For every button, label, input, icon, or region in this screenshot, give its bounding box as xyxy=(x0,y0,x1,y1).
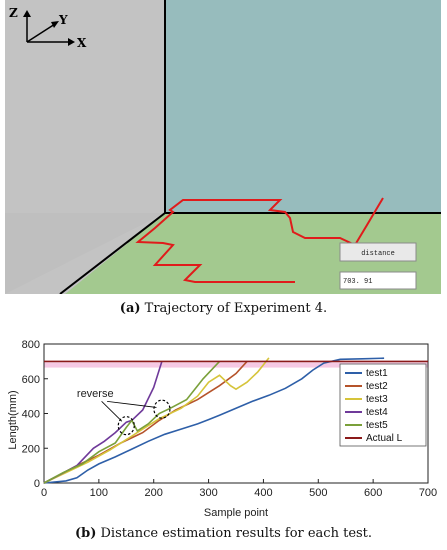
y-tick-label: 600 xyxy=(22,374,40,386)
y-tick-label: 400 xyxy=(22,409,40,421)
legend-entry: test3 xyxy=(366,394,388,405)
caption-b-label: (b) xyxy=(74,526,97,541)
reverse-marker xyxy=(117,416,135,436)
distance-value-field[interactable]: 703. 91 xyxy=(339,271,417,290)
caption-a-text: Trajectory of Experiment 4. xyxy=(144,301,328,316)
series-line-test3 xyxy=(43,357,270,484)
reference-band xyxy=(44,362,428,368)
legend-entry: test2 xyxy=(366,381,388,392)
caption-b: (b) Distance estimation results for each… xyxy=(0,526,447,541)
corner-edge-diagonal xyxy=(59,212,166,294)
series-line-test4 xyxy=(43,361,163,484)
annotation-arrow xyxy=(101,401,123,422)
trajectory-path xyxy=(135,197,384,283)
legend-entry: test1 xyxy=(366,368,388,379)
x-tick-label: 200 xyxy=(145,487,163,499)
legend-entry: test5 xyxy=(366,420,388,431)
series-line-test5 xyxy=(43,360,221,484)
axis-widget: Z Y X xyxy=(9,6,87,50)
x-tick-label: 600 xyxy=(364,487,382,499)
axis-x-label: X xyxy=(77,36,87,50)
y-tick-label: 800 xyxy=(22,339,40,351)
caption-b-text: Distance estimation results for each tes… xyxy=(100,526,373,541)
x-tick-label: 0 xyxy=(41,487,47,499)
distance-button[interactable]: distance xyxy=(339,242,417,262)
left-wall xyxy=(5,0,165,213)
annotation-arrow xyxy=(107,400,157,408)
axis-y-label: Y xyxy=(58,13,68,27)
caption-a-label: (a) xyxy=(119,301,141,316)
plot-area: 0 100 200 300 400 500 600 700 0 200 400 600 800 rever… xyxy=(22,339,438,499)
legend: test1 test2 test3 test4 test5 Actual L xyxy=(339,363,427,447)
x-tick-label: 300 xyxy=(199,487,217,499)
x-tick-label: 700 xyxy=(419,487,437,499)
x-axis-label: Sample point xyxy=(204,507,268,519)
y-tick-label: 200 xyxy=(22,443,40,455)
back-wall xyxy=(165,0,441,213)
legend-entry: Actual L xyxy=(366,433,403,444)
axis-z-label: Z xyxy=(9,6,18,20)
y-axis-label: Length(mm) xyxy=(7,390,19,449)
legend-box xyxy=(339,363,427,447)
distance-value-text: 703. 91 xyxy=(343,278,372,286)
caption-a: (a) Trajectory of Experiment 4. xyxy=(0,301,447,316)
annotation-reverse: reverse xyxy=(77,388,114,400)
x-tick-label: 500 xyxy=(309,487,327,499)
series-line-test1 xyxy=(43,357,385,484)
floor-left-gray xyxy=(5,213,165,294)
x-tick-label: 100 xyxy=(90,487,108,499)
distance-button-label: distance xyxy=(361,250,395,258)
reverse-marker xyxy=(153,399,171,419)
legend-entry: test4 xyxy=(366,407,388,418)
distance-chart: 0 100 200 300 400 500 600 700 0 200 400 600 800 rever… xyxy=(7,339,438,519)
trajectory-view: Z Y X distance 703. 91 xyxy=(5,0,441,294)
y-tick-label: 0 xyxy=(34,478,40,490)
x-tick-label: 400 xyxy=(254,487,272,499)
series-line-test2 xyxy=(43,360,248,484)
